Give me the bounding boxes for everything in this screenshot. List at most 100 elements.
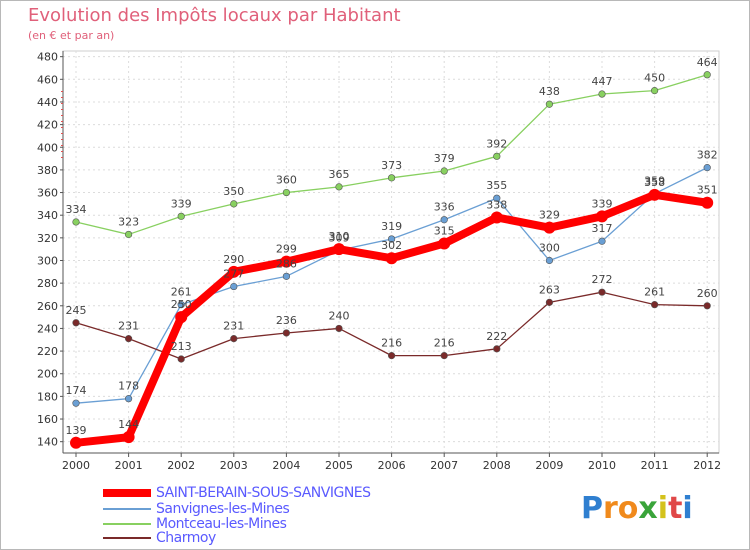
legend-item-charmoy: Charmoy: [103, 530, 216, 546]
data-point: [438, 237, 451, 250]
x-tick-label: 2009: [535, 459, 563, 472]
data-point: [493, 152, 501, 160]
x-tick-label: 2000: [62, 459, 90, 472]
legend-label: Montceau-les-Mines: [156, 516, 287, 532]
data-label: 334: [66, 203, 87, 216]
x-tick-label: 2003: [220, 459, 248, 472]
data-label: 272: [592, 273, 613, 286]
data-label: 447: [592, 75, 613, 88]
y-tick-label: 220: [37, 345, 58, 358]
data-label: 464: [697, 56, 718, 69]
data-label: 290: [223, 253, 244, 266]
data-point: [124, 230, 133, 239]
data-point: [280, 255, 293, 268]
data-point: [335, 183, 343, 191]
data-point: [388, 352, 396, 360]
data-point: [493, 345, 501, 353]
data-label: 338: [486, 198, 507, 211]
data-point: [177, 301, 185, 309]
data-point: [703, 164, 711, 172]
data-point: [703, 71, 711, 79]
data-label: 329: [539, 209, 560, 222]
brand-letter: x: [638, 491, 658, 526]
y-tick-label: 240: [37, 322, 58, 335]
x-tick-label: 2008: [483, 459, 511, 472]
brand-letter: i: [657, 491, 669, 526]
data-point: [72, 399, 80, 407]
legend-item-montceau: Montceau-les-Mines: [103, 516, 287, 532]
data-label: 261: [644, 286, 665, 299]
data-label: 286: [276, 257, 297, 270]
legend-swatch: [103, 523, 151, 525]
data-point: [282, 329, 291, 337]
y-tick-label: 140: [37, 436, 58, 449]
legend-item-sanvignes: Sanvignes-les-Mines: [103, 501, 290, 517]
data-label: 350: [223, 185, 244, 198]
legend-item-saint-berain: SAINT-BERAIN-SOUS-SANVIGNES: [103, 485, 371, 501]
data-point: [177, 355, 185, 363]
data-point: [596, 210, 608, 223]
data-label: 358: [644, 176, 665, 189]
brand-letter: t: [668, 491, 683, 526]
data-label: 302: [381, 239, 402, 252]
data-label: 250: [171, 298, 192, 311]
brand-letter: o: [617, 491, 639, 526]
y-tick-label: 160: [37, 413, 58, 426]
data-label: 261: [171, 286, 192, 299]
data-point: [440, 352, 448, 360]
chart-title: Evolution des Impôts locaux par Habitant: [28, 5, 401, 26]
data-point: [650, 301, 659, 309]
legend-swatch: [103, 508, 151, 510]
data-label: 213: [171, 340, 192, 353]
data-label: 260: [697, 287, 718, 300]
data-point: [701, 196, 714, 209]
data-label: 263: [539, 283, 560, 296]
data-point: [175, 311, 188, 324]
data-label: 355: [486, 179, 507, 192]
data-point: [388, 235, 396, 243]
data-point: [598, 288, 606, 296]
data-label: 315: [434, 225, 455, 238]
data-point: [440, 167, 448, 175]
data-label: 323: [118, 215, 139, 228]
data-point: [703, 302, 711, 310]
data-point: [72, 319, 80, 327]
data-point: [598, 237, 606, 245]
y-tick-label: 260: [37, 300, 58, 313]
y-tick-label: 460: [37, 73, 58, 86]
data-point: [543, 221, 556, 234]
data-point: [72, 218, 80, 226]
y-tick-label: 440: [37, 96, 58, 109]
x-tick-label: 2002: [167, 459, 195, 472]
chart-subtitle: (en € et par an): [28, 29, 115, 42]
data-label: 300: [539, 241, 560, 254]
data-label: 277: [223, 268, 244, 281]
data-label: 336: [434, 201, 455, 214]
data-label: 245: [66, 304, 87, 317]
legend-swatch: [103, 489, 151, 497]
x-tick-label: 2004: [272, 459, 300, 472]
data-label: 240: [329, 309, 350, 322]
data-label: 216: [434, 337, 455, 350]
data-label: 359: [644, 175, 665, 188]
x-tick-label: 2010: [588, 459, 616, 472]
data-label: 438: [539, 85, 560, 98]
data-label: 373: [381, 159, 402, 172]
y-tick-label: 420: [37, 119, 58, 132]
data-point: [598, 90, 606, 98]
y-tick-label: 300: [37, 254, 58, 267]
y-tick-label: 340: [37, 209, 58, 222]
data-point: [545, 256, 554, 265]
x-tick-label: 2001: [115, 459, 143, 472]
data-point: [545, 298, 554, 306]
data-point: [122, 431, 135, 444]
data-label: 299: [276, 243, 297, 256]
brand-logo: Proxiti: [581, 491, 693, 526]
brand-letter: P: [581, 491, 603, 526]
legend-label: SAINT-BERAIN-SOUS-SANVIGNES: [156, 485, 371, 501]
data-label: 236: [276, 314, 297, 327]
y-tick-label: 320: [37, 232, 58, 245]
data-point: [282, 272, 291, 280]
